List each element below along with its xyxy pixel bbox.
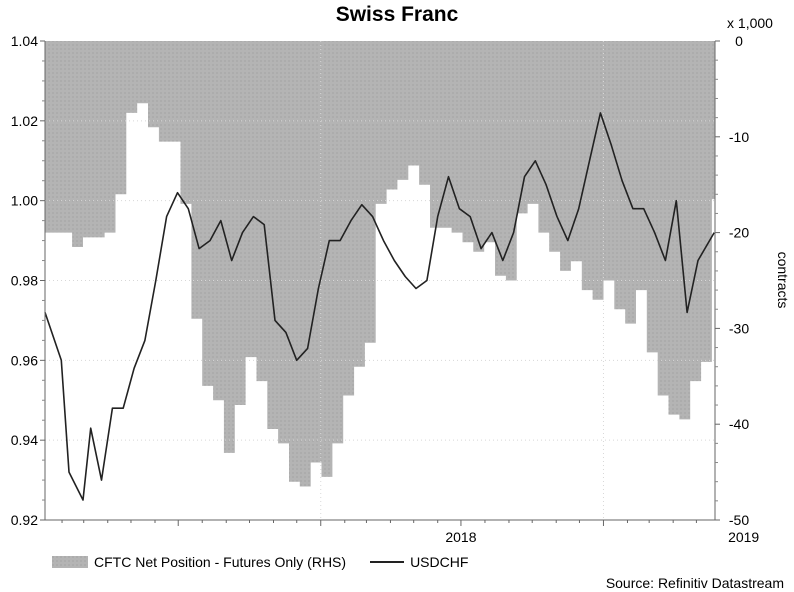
right-axis-label: contracts xyxy=(775,252,791,309)
left-tick-label: 1.02 xyxy=(11,113,38,129)
legend-label-cftc: CFTC Net Position - Futures Only (RHS) xyxy=(94,554,347,570)
left-tick-label: 1.00 xyxy=(11,193,38,209)
source-note: Source: Refinitiv Datastream xyxy=(605,575,784,591)
right-tick-label: 0 xyxy=(735,33,743,49)
right-tick-label: -40 xyxy=(729,416,749,432)
tick-layer: 0.92 0.94 0.96 0.98 1.00 1.02 1.04 -50 -40 -30 -20… xyxy=(11,15,791,545)
right-axis-multiplier: x 1,000 xyxy=(727,15,773,31)
cftc-net-position-area xyxy=(45,41,715,487)
legend-line-swatch xyxy=(370,561,405,563)
right-tick-label: -30 xyxy=(729,320,749,336)
x-tick-label: 2019 xyxy=(728,529,759,545)
left-tick-label: 0.96 xyxy=(11,352,38,368)
left-tick-label: 1.04 xyxy=(11,33,38,49)
right-tick-label: -50 xyxy=(729,512,749,528)
legend-area-swatch xyxy=(52,556,88,568)
legend-entry-cftc: CFTC Net Position - Futures Only (RHS) xyxy=(52,554,346,570)
area-layer xyxy=(45,41,715,487)
line-layer xyxy=(44,112,715,501)
right-tick-label: -10 xyxy=(729,129,749,145)
right-tick-label: -20 xyxy=(729,225,749,241)
legend-label-usdchf: USDCHF xyxy=(410,554,469,570)
legend: CFTC Net Position - Futures Only (RHS) U… xyxy=(52,552,492,572)
chart-title: Swiss Franc xyxy=(335,3,459,26)
usdchf-line xyxy=(44,112,715,501)
legend-entry-usdchf: USDCHF xyxy=(370,554,468,570)
left-tick-label: 0.98 xyxy=(11,273,38,289)
left-tick-label: 0.92 xyxy=(11,512,38,528)
left-tick-label: 0.94 xyxy=(11,432,38,448)
x-tick-label: 2018 xyxy=(445,529,476,545)
